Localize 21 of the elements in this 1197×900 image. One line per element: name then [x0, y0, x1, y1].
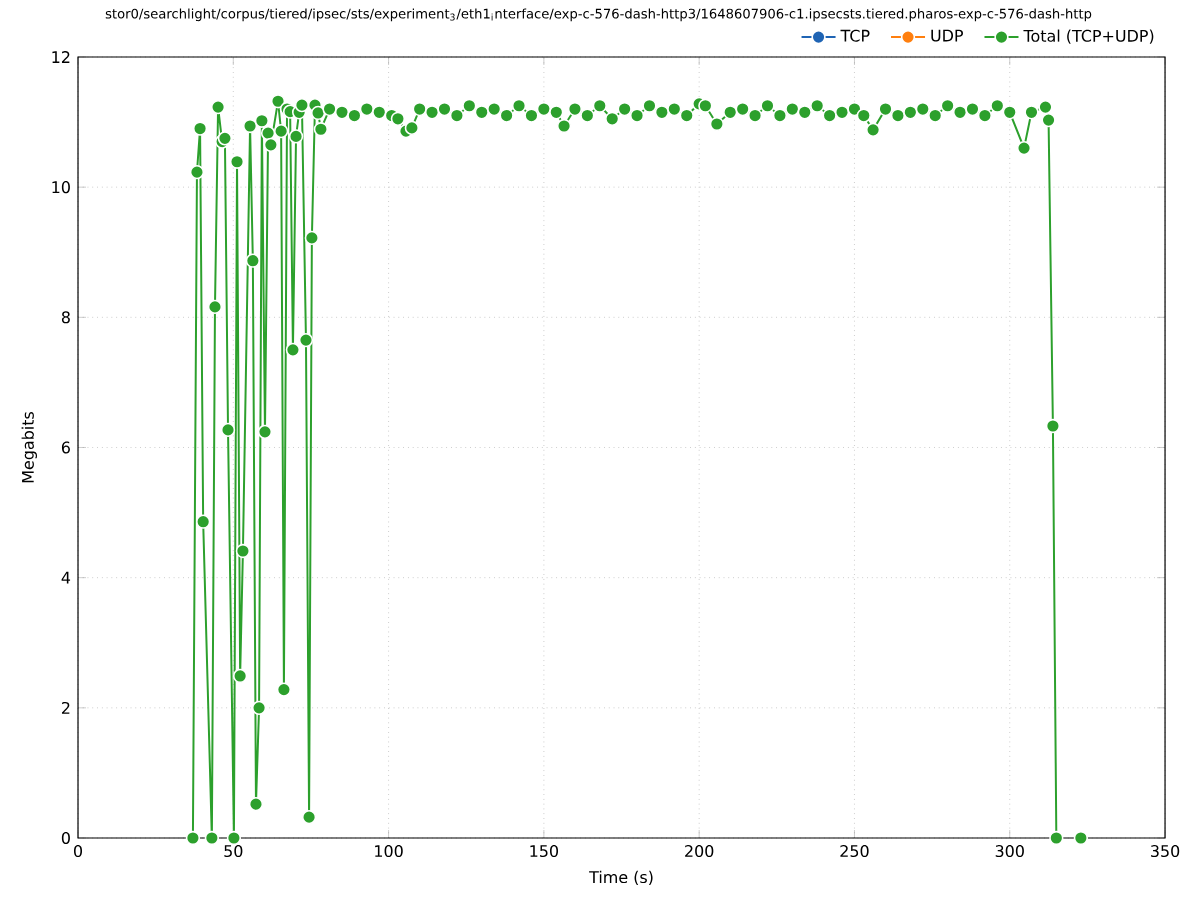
- y-tick-label: 0: [61, 831, 70, 845]
- x-tick-label: 150: [530, 845, 559, 858]
- y-axis-title: Megabits: [21, 411, 37, 483]
- y-tick-label: 4: [61, 571, 71, 584]
- y-tick-label: 12: [52, 51, 70, 63]
- legend-label: TCP: [840, 29, 870, 42]
- x-tick-label: 200: [685, 845, 714, 858]
- x-tick-label: 100: [375, 845, 403, 858]
- x-tick-label: 0: [74, 845, 83, 858]
- x-axis-title: Time (s): [589, 870, 653, 885]
- x-tick-label: 350: [1151, 845, 1180, 858]
- x-tick-label: 250: [840, 845, 869, 858]
- legend-label: UDP: [931, 29, 964, 42]
- legend-label: Total (TCP+UDP): [1023, 29, 1154, 44]
- y-tick-label: 8: [61, 311, 70, 324]
- chart-title: stor0/searchlight/corpus/tiered/ipsec/sts/experiment$_{3}$/eth1$_{i}$nterface/exp-c-576-dash-http3/1648607906-c1.ipsecsts.tiered.pharos-exp-c-576-dash-http: [105, 8, 1092, 22]
- y-tick-label: 6: [61, 441, 70, 454]
- y-tick-label: 10: [52, 181, 70, 194]
- x-tick-label: 50: [224, 845, 243, 858]
- x-tick-label: 300: [995, 845, 1024, 858]
- y-tick-label: 2: [61, 701, 70, 714]
